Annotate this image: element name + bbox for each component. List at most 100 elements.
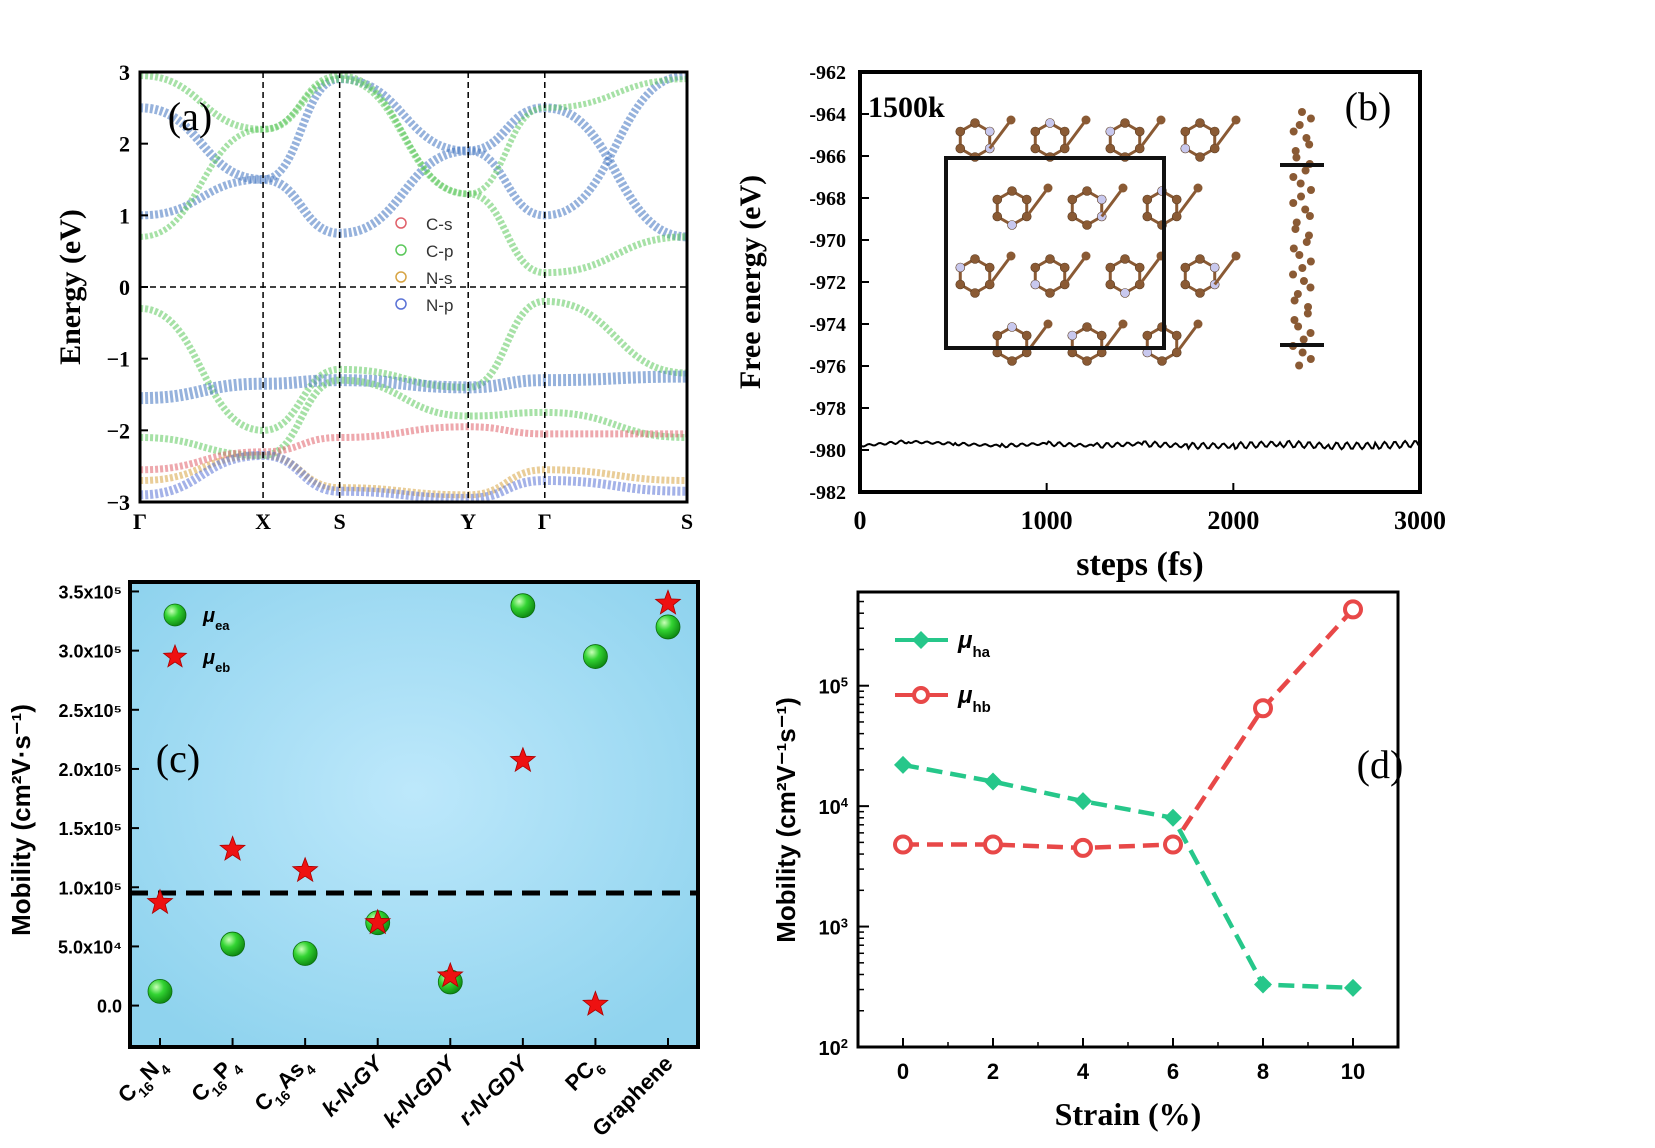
panel-d-lines bbox=[893, 599, 1363, 997]
panel-d-label: (d) bbox=[1357, 742, 1404, 787]
atom bbox=[1180, 279, 1191, 290]
panel-d-ylabel: Mobility (cm²V⁻¹s⁻¹) bbox=[771, 697, 801, 943]
atom bbox=[1007, 220, 1017, 230]
xtick-base: PC bbox=[560, 1056, 599, 1095]
chain-bond bbox=[1025, 187, 1050, 218]
panel-c-mobility-scatter: 3.5x10⁵ 3.0x10⁵ 2.5x10⁵ 2.0x10⁵ 1.5x10⁵ 1.0x1… bbox=[6, 580, 700, 1141]
atom bbox=[1082, 220, 1092, 230]
band-line bbox=[139, 450, 688, 503]
ytick-exp: 2 bbox=[841, 1036, 848, 1051]
atom bbox=[1171, 194, 1182, 205]
atom bbox=[1291, 147, 1300, 155]
xtick-label: k-N-GDY bbox=[378, 1049, 461, 1132]
ytick-label: 2.5x10⁵ bbox=[58, 701, 122, 721]
ytick-label: -968 bbox=[809, 188, 846, 210]
atom bbox=[970, 254, 980, 264]
ytick-label: 1 bbox=[119, 203, 130, 228]
atom bbox=[1007, 186, 1017, 196]
atom bbox=[1081, 115, 1091, 125]
xtick-label: C16P4 bbox=[186, 1051, 246, 1111]
atom bbox=[970, 288, 980, 298]
ytick-label: -972 bbox=[809, 272, 846, 294]
band-line bbox=[139, 370, 688, 405]
ytick-base: 10 bbox=[819, 797, 841, 819]
band-line bbox=[139, 423, 687, 474]
xtick-label: r-N-GDY bbox=[453, 1049, 534, 1130]
panel-b-yticks: -962 -964 -966 -968 -970 -972 -974 -976 -978 -980… bbox=[809, 62, 869, 504]
xtick-label: 1000 bbox=[1021, 506, 1073, 535]
xtick-label: C16As4 bbox=[249, 1051, 319, 1121]
chain-bond bbox=[1063, 119, 1088, 150]
atom bbox=[1291, 225, 1300, 233]
atom bbox=[1298, 264, 1307, 272]
atom bbox=[1299, 277, 1308, 285]
atom bbox=[1301, 205, 1310, 214]
legend-sub: ea bbox=[215, 618, 230, 633]
atom bbox=[1006, 115, 1016, 125]
ytick-exp: 3 bbox=[841, 915, 848, 930]
atom bbox=[1289, 127, 1298, 136]
diamond-point bbox=[1164, 808, 1182, 827]
band-line bbox=[139, 72, 688, 277]
free-energy-line bbox=[859, 439, 1421, 451]
atom bbox=[1306, 114, 1315, 123]
atom bbox=[955, 126, 966, 137]
ytick-label: 103 bbox=[819, 915, 848, 940]
atom bbox=[955, 279, 966, 290]
ytick-label: −1 bbox=[106, 347, 130, 372]
xtick-label: k-N-GY bbox=[317, 1049, 389, 1121]
legend-circle bbox=[912, 686, 930, 704]
ytick-label: 5.0x10⁴ bbox=[58, 937, 122, 957]
chain-bond bbox=[988, 255, 1013, 286]
ytick-exp: 5 bbox=[841, 674, 848, 689]
atom bbox=[992, 194, 1003, 205]
unit-cell-box bbox=[944, 156, 1166, 350]
kpoint-label: X bbox=[255, 509, 271, 534]
atom bbox=[1157, 356, 1167, 366]
atom bbox=[1030, 143, 1041, 154]
star-point bbox=[219, 835, 246, 861]
legend-label: μeb bbox=[202, 647, 230, 675]
atom bbox=[1305, 140, 1314, 149]
atom bbox=[1195, 288, 1205, 298]
panel-c-frame bbox=[128, 580, 700, 1049]
atom bbox=[1231, 251, 1241, 261]
atom bbox=[1007, 322, 1017, 332]
legend-symbol: μ bbox=[202, 647, 215, 669]
atom bbox=[955, 143, 966, 154]
ytick-label: -974 bbox=[809, 314, 846, 336]
panel-b-md: -962 -964 -966 -968 -970 -972 -974 -976 -978 -980… bbox=[734, 62, 1446, 583]
ytick-label: -962 bbox=[809, 62, 846, 84]
panel-b-ylabel: Free energy (eV) bbox=[734, 175, 767, 389]
atom bbox=[1082, 356, 1092, 366]
ytick-label: -976 bbox=[809, 356, 846, 378]
chain-bond bbox=[988, 119, 1013, 150]
xtick-label: 0 bbox=[854, 506, 867, 535]
ytick-label: −2 bbox=[106, 418, 130, 443]
chain-bond bbox=[1175, 187, 1200, 218]
xtick-label: 6 bbox=[1167, 1059, 1179, 1084]
panel-d-xlabel: Strain (%) bbox=[1055, 1096, 1202, 1132]
legend-symbol: μ bbox=[957, 682, 973, 709]
atom bbox=[1289, 270, 1298, 279]
atom bbox=[1306, 257, 1315, 266]
chain-bond bbox=[1175, 323, 1200, 354]
atom bbox=[1195, 254, 1205, 264]
atom bbox=[1304, 231, 1313, 240]
xtick-base: k-N-GDY bbox=[378, 1049, 461, 1132]
legend-label: μha bbox=[957, 627, 991, 661]
atom bbox=[1105, 279, 1116, 290]
atom bbox=[1299, 335, 1308, 344]
star-point bbox=[146, 888, 174, 915]
legend-marker bbox=[395, 217, 407, 229]
band-line bbox=[139, 103, 688, 242]
atom bbox=[1304, 303, 1313, 311]
atom bbox=[1180, 143, 1191, 154]
atom bbox=[1306, 283, 1315, 292]
ytick-label: 2 bbox=[119, 132, 130, 157]
atom bbox=[1142, 330, 1153, 341]
ball-point bbox=[220, 931, 245, 957]
